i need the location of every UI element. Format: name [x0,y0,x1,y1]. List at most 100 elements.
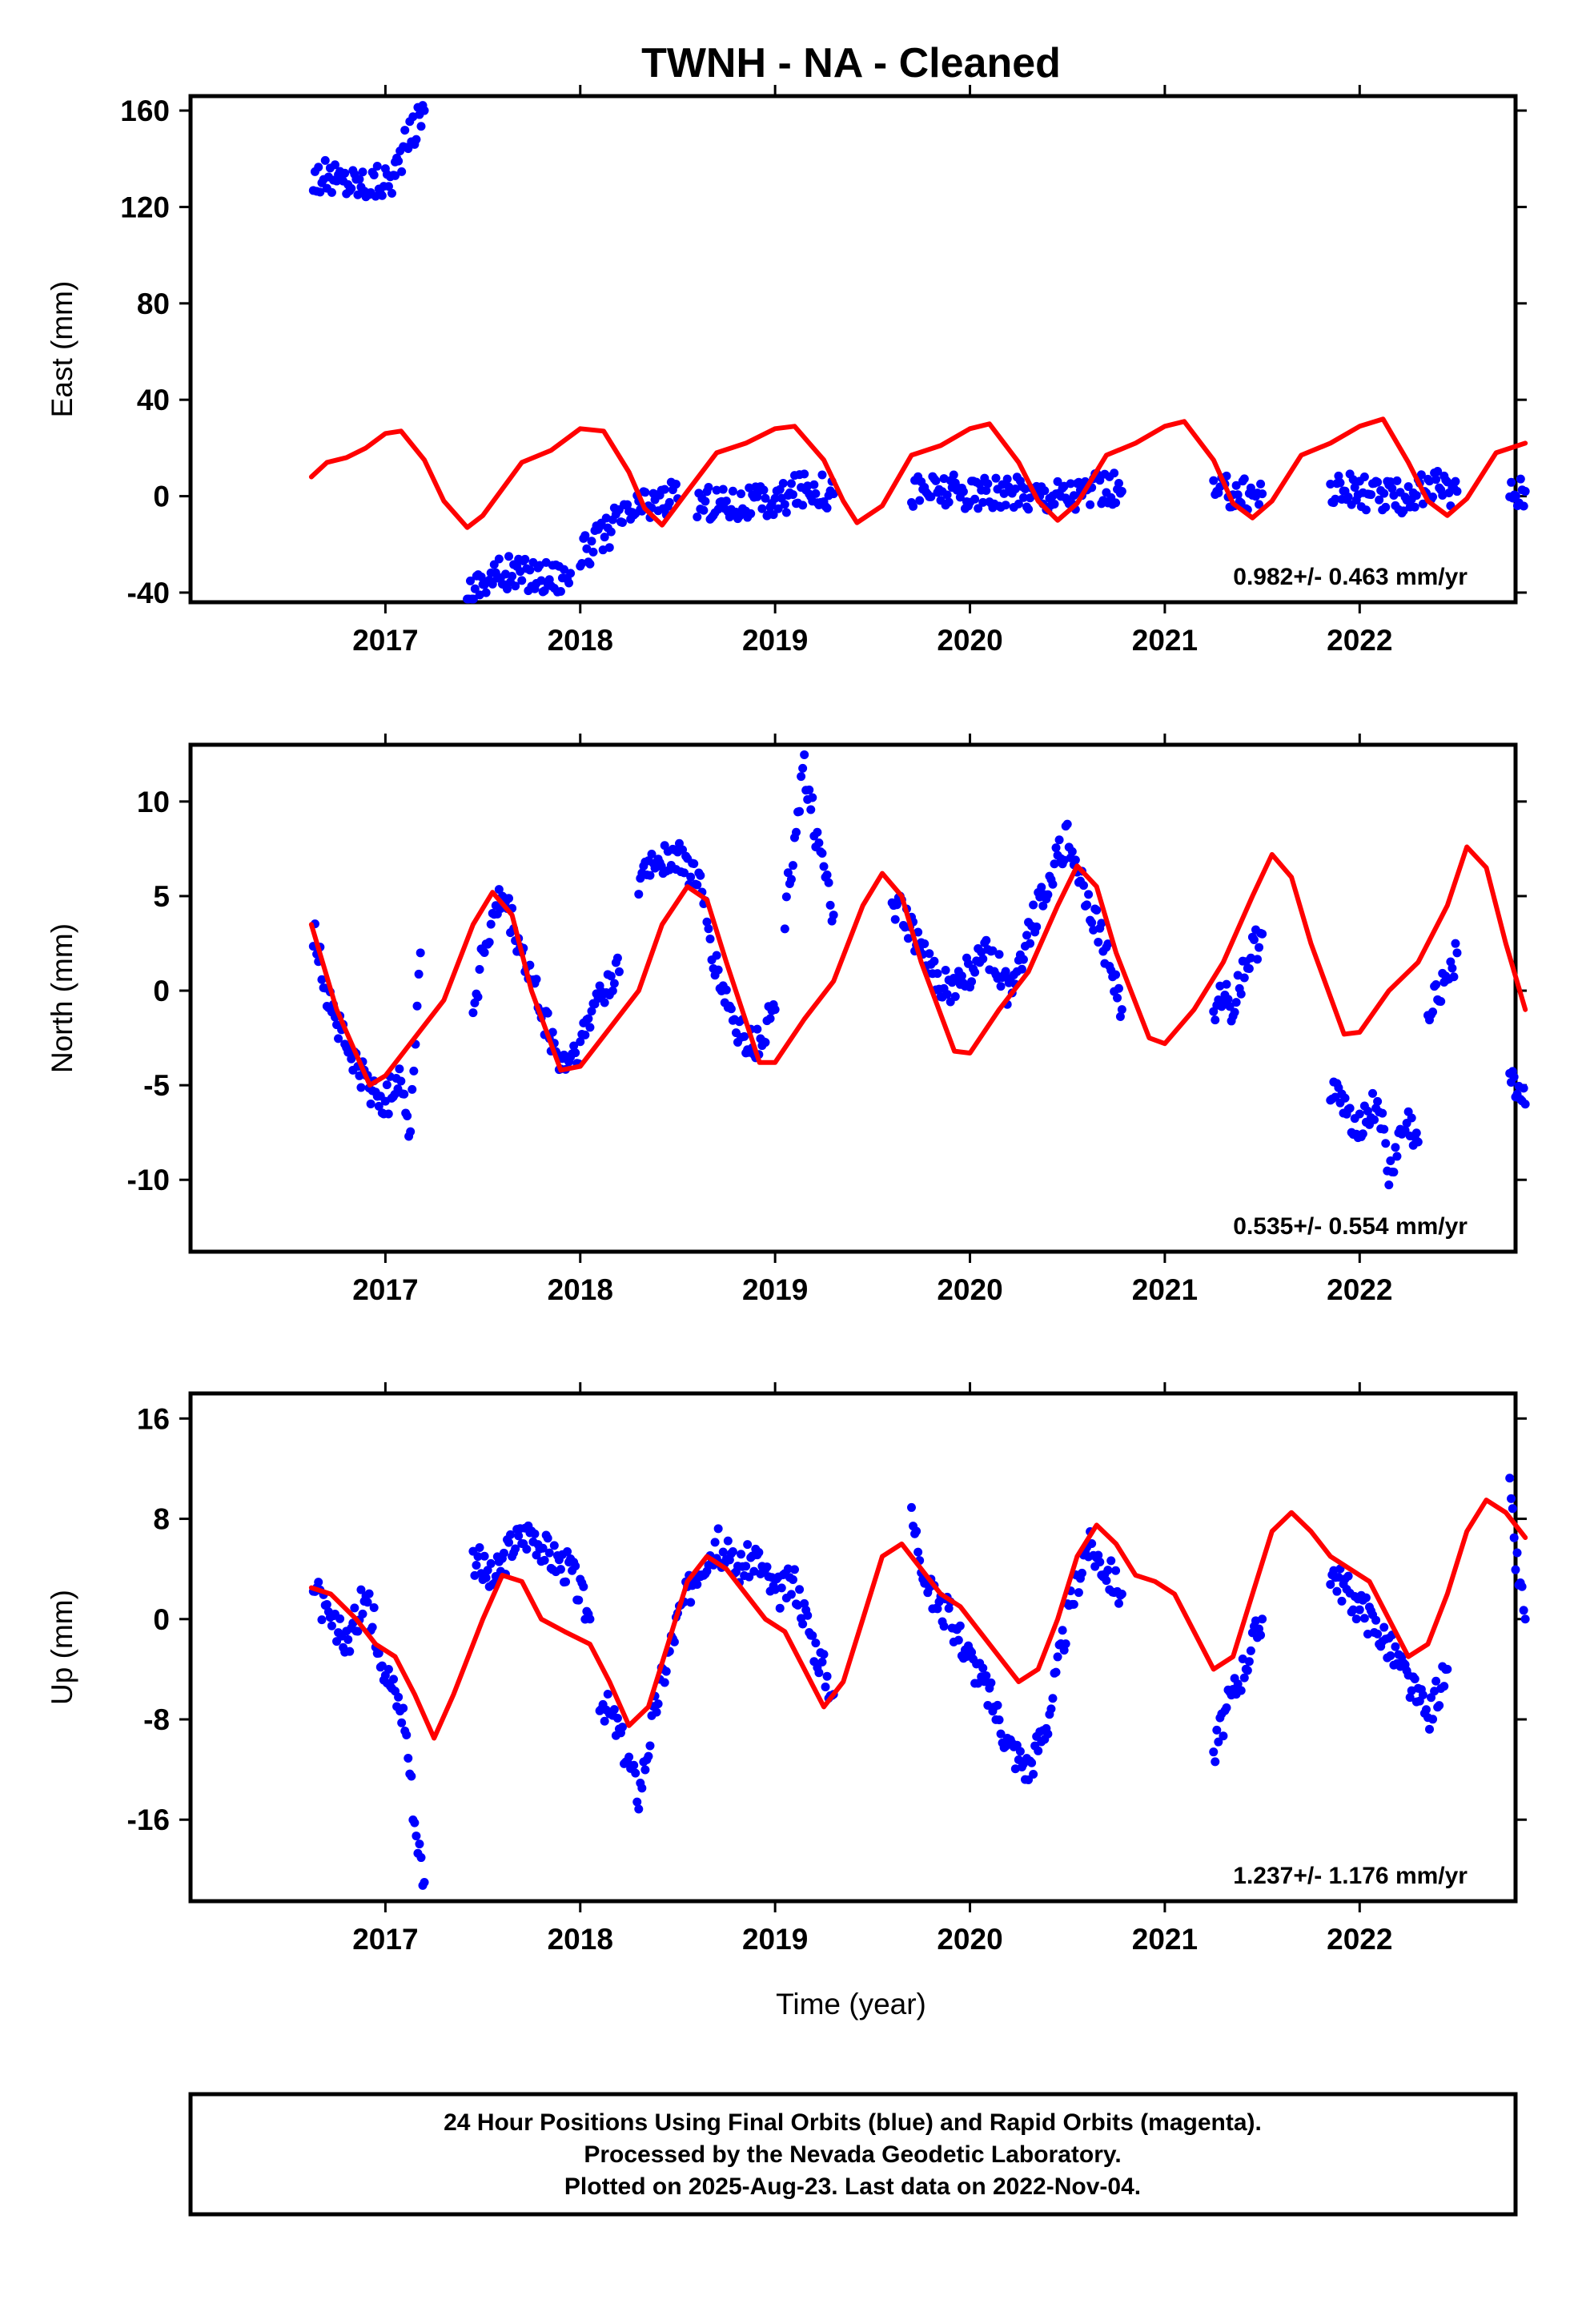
y-tick-label: 0 [153,1603,170,1636]
data-point [718,485,728,494]
data-point [786,479,796,489]
data-point [988,946,998,955]
data-point [1509,1533,1519,1542]
data-point [416,948,425,958]
data-point [475,1542,484,1552]
data-point [564,578,574,588]
data-point [345,1647,355,1656]
data-point [1258,1614,1267,1624]
data-point [367,1622,377,1632]
data-point [740,1031,749,1041]
data-point [395,1064,404,1074]
data-point [1050,499,1059,509]
y-tick-label: -8 [143,1703,170,1736]
data-point [797,772,806,782]
plot-frame [188,1391,1518,1904]
data-point [1230,1007,1239,1017]
data-point [1355,1605,1364,1614]
data-point [1381,1139,1391,1148]
data-point [397,1718,407,1727]
data-point [780,500,789,509]
data-point [726,1004,736,1014]
data-point [640,1765,650,1775]
data-point [391,171,400,180]
data-point [1079,881,1089,891]
x-tick-label: 2021 [1132,1273,1198,1306]
data-point [653,1699,663,1709]
data-point [374,1648,383,1658]
data-point [757,504,767,513]
chart-title: TWNH - NA - Cleaned [641,40,1061,86]
data-point [701,497,710,506]
data-point [1439,1682,1449,1691]
data-point [942,990,952,999]
data-point [803,1610,813,1620]
data-point [1087,1539,1097,1549]
data-point [465,576,475,585]
data-point [400,1089,409,1099]
data-point [569,1041,579,1051]
data-point [721,985,731,995]
model-curve [308,416,1528,530]
data-point [1366,490,1375,500]
data-point [967,1647,977,1657]
data-point [1428,1007,1438,1017]
data-point [608,986,617,995]
data-point [970,494,980,504]
data-point [1070,855,1080,865]
data-point [819,1650,829,1659]
data-point [484,938,494,947]
data-point [993,1700,1002,1710]
data-point [693,880,702,890]
data-point [1326,1579,1335,1589]
data-point [955,1621,965,1630]
data-point [777,1583,786,1593]
data-point [587,1007,596,1016]
data-point [476,572,486,581]
data-point [781,508,791,517]
data-point [416,1853,426,1863]
data-point [1361,1593,1371,1602]
data-point [1428,492,1438,501]
data-point [600,1716,609,1726]
data-point [563,1546,572,1556]
data-point [1092,905,1102,915]
data-point [1054,835,1064,845]
data-point [1029,1769,1038,1779]
y-tick-label: 5 [153,880,170,913]
data-point [1061,1639,1070,1649]
data-point [486,919,496,929]
data-point [566,569,576,578]
y-tick-label: 8 [153,1503,170,1536]
data-point [770,1005,780,1015]
data-point [369,170,379,179]
data-point [1520,1614,1530,1624]
y-tick-label: -16 [127,1803,170,1836]
data-point [617,517,627,527]
data-point [372,162,382,171]
data-point [397,167,407,176]
data-point [1082,900,1092,910]
data-point [982,485,991,495]
data-point [407,1771,416,1781]
data-point [483,1566,492,1575]
data-point [753,1024,762,1034]
data-point [671,480,681,489]
data-point [520,554,530,564]
data-point [347,183,356,193]
data-point [978,1663,988,1673]
data-point [1436,996,1446,1006]
data-point [978,497,988,507]
data-point [991,473,1001,483]
data-point [996,1729,1006,1739]
data-point [624,1752,634,1762]
data-point [1379,1124,1389,1134]
data-point [1418,499,1427,509]
data-point [540,586,549,596]
data-point [939,1622,949,1631]
data-point [1411,1128,1421,1138]
data-point [944,497,954,507]
data-point [317,1615,327,1625]
data-point [1231,998,1241,1007]
data-point [1507,1494,1516,1503]
